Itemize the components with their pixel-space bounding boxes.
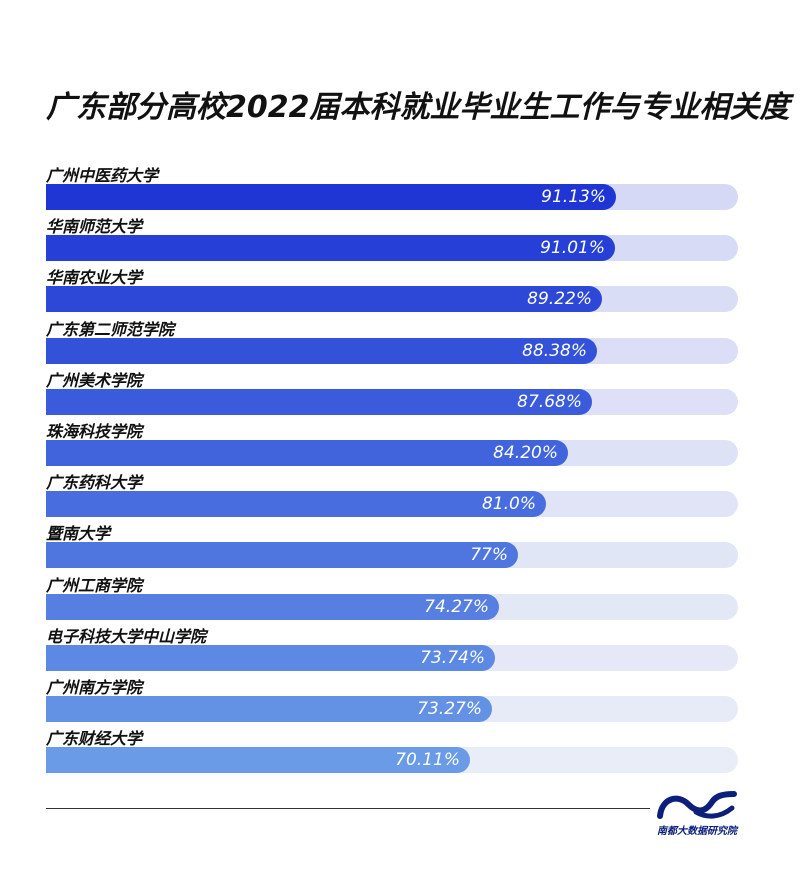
value-label: 73.27%	[417, 699, 482, 719]
category-label: 广东第二师范学院	[46, 319, 175, 339]
category-label: 珠海科技学院	[46, 422, 143, 441]
value-label: 89.22%	[527, 289, 592, 310]
category-label: 广州工商学院	[46, 575, 143, 595]
footer-divider	[46, 808, 650, 809]
category-label: 广州南方学院	[46, 678, 143, 697]
value-label: 74.27%	[424, 596, 489, 617]
value-label: 84.20%	[493, 443, 558, 463]
bar	[46, 491, 546, 518]
bar	[46, 696, 492, 722]
category-label: 暨南大学	[46, 524, 111, 544]
category-label: 华南师范大学	[46, 217, 143, 237]
value-label: 91.13%	[541, 187, 606, 207]
value-label: 77%	[470, 545, 508, 566]
bar	[46, 440, 568, 466]
bar	[46, 644, 495, 671]
bar	[46, 747, 470, 774]
value-label: 88.38%	[522, 340, 587, 361]
chart-title: 广东部分高校2022届本科就业毕业生工作与专业相关度	[46, 90, 790, 125]
bar	[46, 542, 518, 569]
category-label: 广东财经大学	[46, 729, 143, 749]
category-label: 电子科技大学中山学院	[46, 626, 207, 646]
logo-text: 南都大数据研究院	[657, 826, 737, 837]
category-label: 华南农业大学	[46, 268, 143, 288]
category-label: 广东药科大学	[46, 473, 143, 493]
value-label: 87.68%	[517, 391, 582, 412]
nandu-logo-icon	[657, 791, 737, 819]
bar	[46, 593, 499, 620]
bar	[46, 184, 616, 210]
bar	[46, 388, 592, 415]
category-label: 广州美术学院	[46, 370, 143, 390]
category-label: 广州中医药大学	[46, 166, 159, 185]
value-label: 81.0%	[481, 494, 536, 515]
bar	[46, 235, 615, 262]
bar	[46, 337, 597, 364]
value-label: 70.11%	[395, 750, 460, 771]
bar	[46, 286, 602, 313]
value-label: 73.74%	[420, 647, 485, 668]
value-label: 91.01%	[540, 238, 605, 259]
